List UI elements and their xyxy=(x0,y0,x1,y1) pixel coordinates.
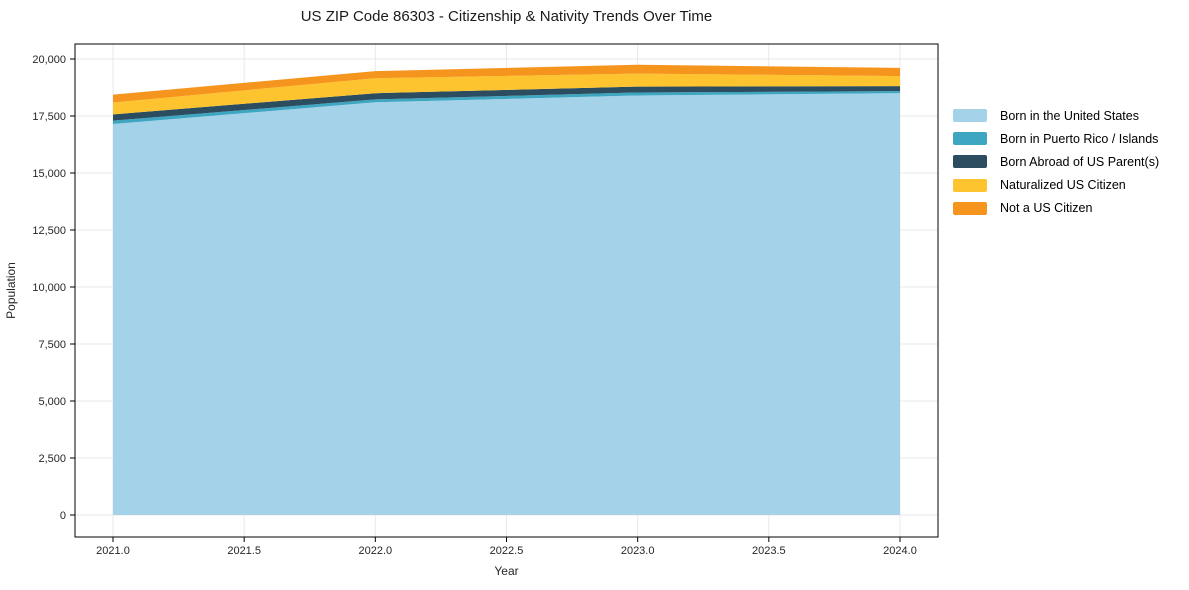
y-tick-label: 20,000 xyxy=(32,54,66,66)
area-series-2 xyxy=(113,86,900,121)
area-stack xyxy=(113,64,900,515)
x-tick-label: 2021.5 xyxy=(227,545,261,557)
y-tick-label: 15,000 xyxy=(32,168,66,180)
y-tick-label: 2,500 xyxy=(38,453,66,465)
area-series-1 xyxy=(113,91,900,124)
legend-item-1: Born in Puerto Rico / Islands xyxy=(953,127,1159,150)
y-tick-label: 7,500 xyxy=(38,339,66,351)
x-tick-label: 2021.0 xyxy=(96,545,130,557)
y-tick-label: 12,500 xyxy=(32,225,66,237)
legend-swatch-4 xyxy=(953,201,987,215)
area-series-4 xyxy=(113,64,900,103)
axis-ticks xyxy=(70,58,901,542)
area-series-3 xyxy=(113,73,900,115)
legend-label-0: Born in the United States xyxy=(1000,108,1139,123)
x-axis-label: Year xyxy=(494,564,518,578)
y-tick-label: 17,500 xyxy=(32,111,66,123)
legend-item-3: Naturalized US Citizen xyxy=(953,174,1159,197)
legend-swatch-3 xyxy=(953,178,987,192)
legend-item-2: Born Abroad of US Parent(s) xyxy=(953,150,1159,173)
chart-legend: Born in the United States Born in Puerto … xyxy=(953,104,1159,220)
y-tick-label: 0 xyxy=(60,510,66,522)
x-tick-labels: 2021.0 2021.5 2022.0 2022.5 2023.0 2023.5 2024… xyxy=(96,545,917,557)
legend-item-4: Not a US Citizen xyxy=(953,197,1159,220)
x-tick-label: 2023.5 xyxy=(752,545,786,557)
x-tick-label: 2022.0 xyxy=(359,545,393,557)
legend-swatch-0 xyxy=(953,109,987,123)
x-tick-label: 2023.0 xyxy=(621,545,655,557)
legend-swatch-2 xyxy=(953,155,987,169)
legend-label-4: Not a US Citizen xyxy=(1000,201,1093,216)
legend-swatch-1 xyxy=(953,132,987,146)
y-tick-label: 5,000 xyxy=(38,396,66,408)
x-tick-label: 2022.5 xyxy=(490,545,524,557)
area-series-0 xyxy=(113,93,900,515)
x-tick-label: 2024.0 xyxy=(883,545,917,557)
legend-item-0: Born in the United States xyxy=(953,104,1159,127)
legend-label-3: Naturalized US Citizen xyxy=(1000,178,1126,193)
y-tick-label: 10,000 xyxy=(32,282,66,294)
legend-label-2: Born Abroad of US Parent(s) xyxy=(1000,154,1160,169)
chart-title: US ZIP Code 86303 - Citizenship & Nativi… xyxy=(300,8,713,25)
y-axis-label: Population xyxy=(4,262,18,319)
y-tick-labels: 0 2,500 5,000 7,500 10,000 12,500 15,000 17,500… xyxy=(32,54,66,522)
legend-label-1: Born in Puerto Rico / Islands xyxy=(1000,131,1159,146)
